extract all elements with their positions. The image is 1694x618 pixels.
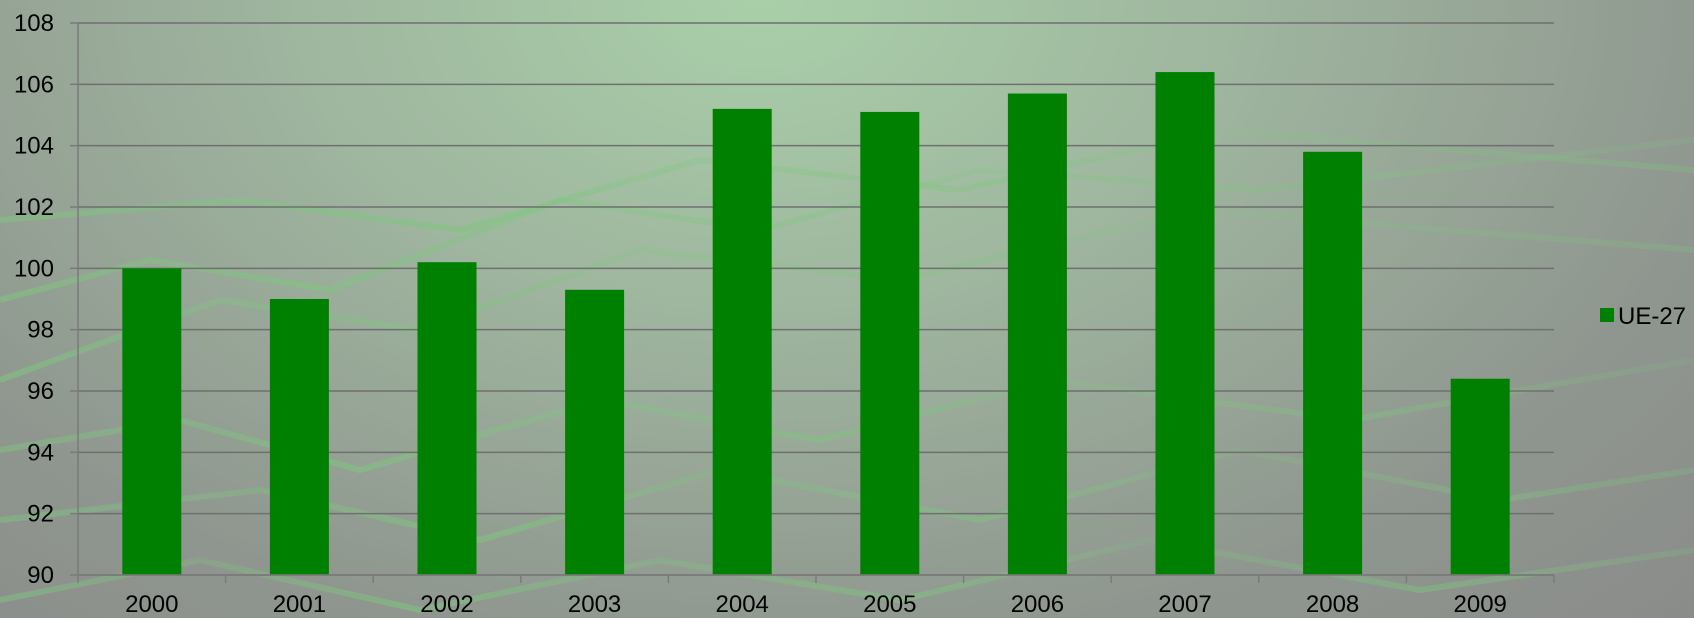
axes [70,22,1555,583]
x-tick-label: 2001 [273,591,326,618]
y-axis-tick-labels: 90 92 94 96 98 100 102 104 106 108 [14,10,54,589]
bar-2001 [269,299,329,575]
bars [122,72,1510,576]
y-tick-label: 108 [14,10,54,37]
x-axis-tick-labels: 2000 2001 2002 2003 2004 2005 2006 2007 2008 2009 [125,591,1507,618]
x-tick-label: 2006 [1011,591,1064,618]
legend-swatch [1600,308,1614,322]
x-tick-label: 2000 [125,591,178,618]
legend-label: UE-27 [1618,303,1686,330]
bar-2007 [1155,72,1215,576]
x-tick-label: 2002 [420,591,473,618]
circuit-trace [0,127,1694,233]
circuit-background [0,127,1694,613]
x-tick-label: 2008 [1306,591,1359,618]
y-tick-label: 100 [14,255,54,282]
bar-2005 [860,111,920,575]
bar-2009 [1450,378,1510,575]
legend: UE-27 [1600,303,1686,330]
bar-2002 [417,262,477,575]
x-tick-label: 2007 [1158,591,1211,618]
x-tick-label: 2004 [716,591,769,618]
bar-2006 [1007,93,1067,576]
y-tick-label: 102 [14,194,54,221]
y-tick-label: 106 [14,71,54,98]
circuit-trace [0,447,1694,543]
y-tick-label: 92 [27,501,54,528]
x-tick-label: 2003 [568,591,621,618]
bar-2004 [712,108,772,575]
x-tick-label: 2005 [863,591,916,618]
circuit-trace [0,537,1694,613]
bar-2003 [565,289,625,575]
circuit-trace [0,357,1694,473]
bar-2000 [122,268,182,575]
y-tick-label: 94 [27,439,54,466]
circuit-trace [0,207,1694,383]
x-tick-label: 2009 [1454,591,1507,618]
y-tick-label: 90 [27,562,54,589]
y-tick-label: 104 [14,133,54,160]
y-tick-label: 96 [27,378,54,405]
bar-2008 [1303,151,1363,576]
y-tick-label: 98 [27,317,54,344]
